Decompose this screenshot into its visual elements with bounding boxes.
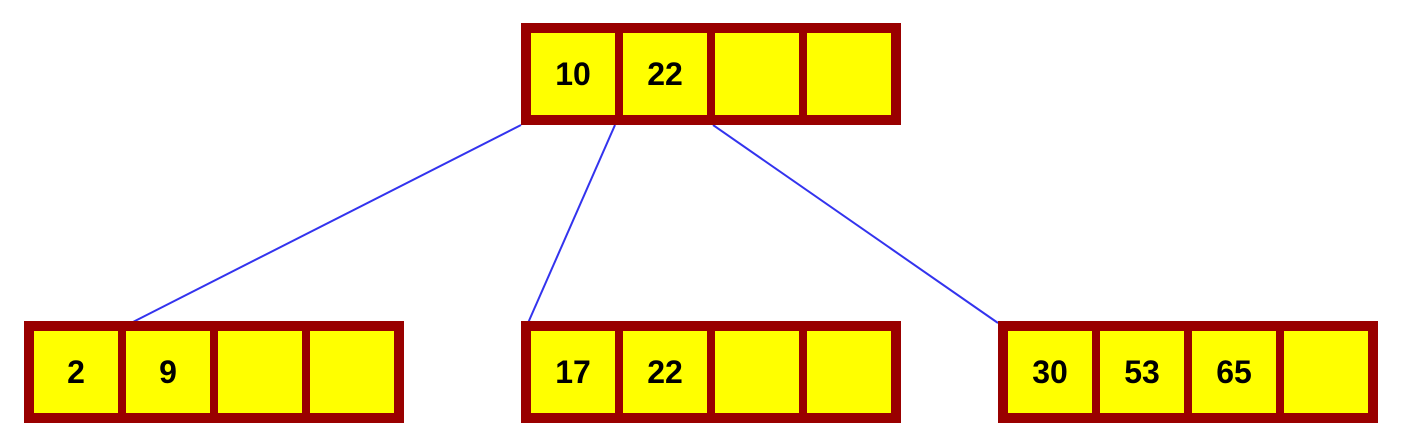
root-key-slot-2 — [715, 33, 799, 115]
child-1-key-slot-2 — [715, 331, 799, 413]
edge-root-to-child-2 — [712, 124, 999, 324]
child-0-key-slot-1: 9 — [126, 331, 210, 413]
child-2-key-slot-1: 53 — [1100, 331, 1184, 413]
child-1-key-slot-3 — [807, 331, 891, 413]
edge-root-to-child-0 — [130, 124, 522, 324]
child-2-key-slot-0: 30 — [1008, 331, 1092, 413]
child-node-0: 2 9 — [24, 321, 404, 423]
root-key-slot-3 — [807, 33, 891, 115]
child-0-key-slot-0: 2 — [34, 331, 118, 413]
child-0-key-slot-2 — [218, 331, 302, 413]
child-2-key-slot-3 — [1284, 331, 1368, 413]
root-key-slot-1: 22 — [623, 33, 707, 115]
child-node-1: 17 22 — [521, 321, 901, 423]
child-2-key-slot-2: 65 — [1192, 331, 1276, 413]
edge-root-to-child-1 — [527, 124, 616, 324]
root-key-slot-0: 10 — [531, 33, 615, 115]
child-1-key-slot-0: 17 — [531, 331, 615, 413]
root-node: 10 22 — [521, 23, 901, 125]
child-0-key-slot-3 — [310, 331, 394, 413]
child-node-2: 30 53 65 — [998, 321, 1378, 423]
child-1-key-slot-1: 22 — [623, 331, 707, 413]
